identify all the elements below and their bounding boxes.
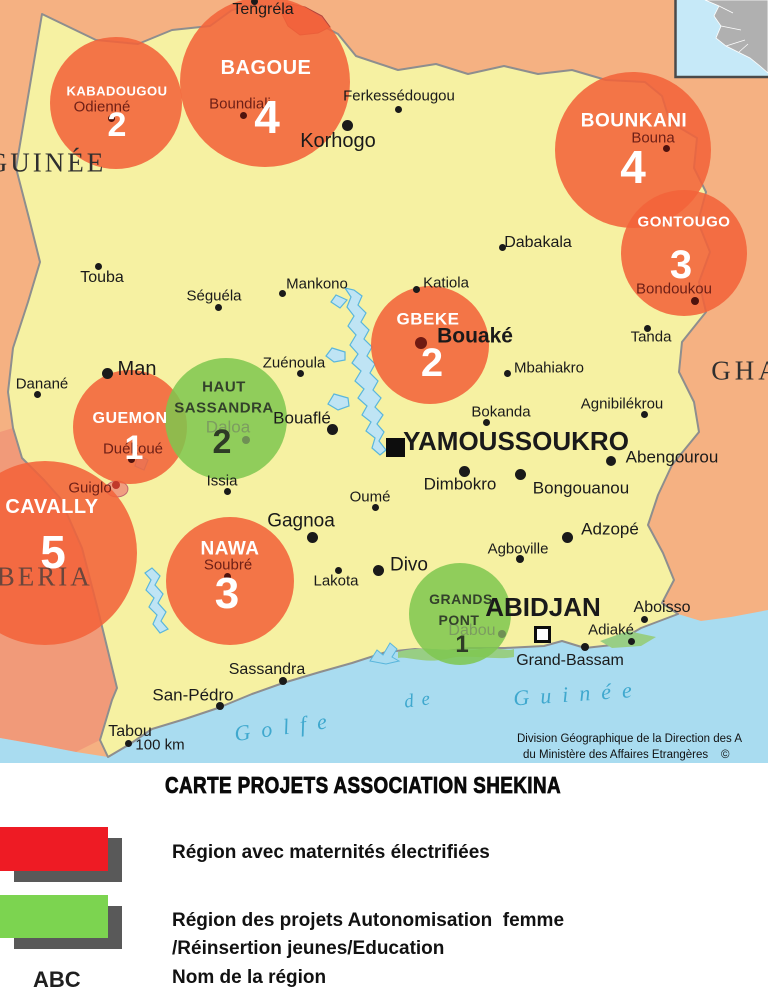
- attribution-line-1: Division Géographique de la Direction de…: [517, 733, 742, 747]
- sea-label-guin-e: Guinée: [513, 679, 644, 710]
- attribution-line-2: du Ministère des Affaires Etrangères ©: [523, 749, 729, 763]
- country-label-guin-e: GUINÉE: [0, 150, 106, 177]
- legend-swatch-red: [0, 827, 108, 871]
- legend-label-region-name: Nom de la région: [172, 964, 326, 992]
- static-labels-layer: GUINÉE LIBERIA GHANA Golfe de Guinée 100 km Div…: [0, 0, 768, 763]
- map-title: CARTE PROJETS ASSOCIATION SHEKINA: [65, 772, 660, 799]
- legend-label-projects-line2: /Réinsertion jeunes/Education: [172, 938, 444, 959]
- sea-label-golfe: Golfe: [233, 709, 339, 745]
- legend-label-projects-line1: Région des projets Autonomisation femme: [172, 910, 564, 931]
- scale-label: 100 km: [135, 738, 184, 753]
- country-label-ghana: GHANA: [711, 358, 768, 385]
- caption-panel: CARTE PROJETS ASSOCIATION SHEKINA Région…: [0, 763, 768, 983]
- sea-label-de: de: [403, 688, 439, 712]
- legend-abc-symbol: ABC: [33, 967, 81, 993]
- legend-swatch-green: [0, 895, 108, 938]
- country-label-liberia: LIBERIA: [0, 564, 93, 591]
- legend-label-electrified: Région avec maternités électrifiées: [172, 839, 490, 867]
- legend-label-projects: Région des projets Autonomisation femme /…: [172, 907, 564, 963]
